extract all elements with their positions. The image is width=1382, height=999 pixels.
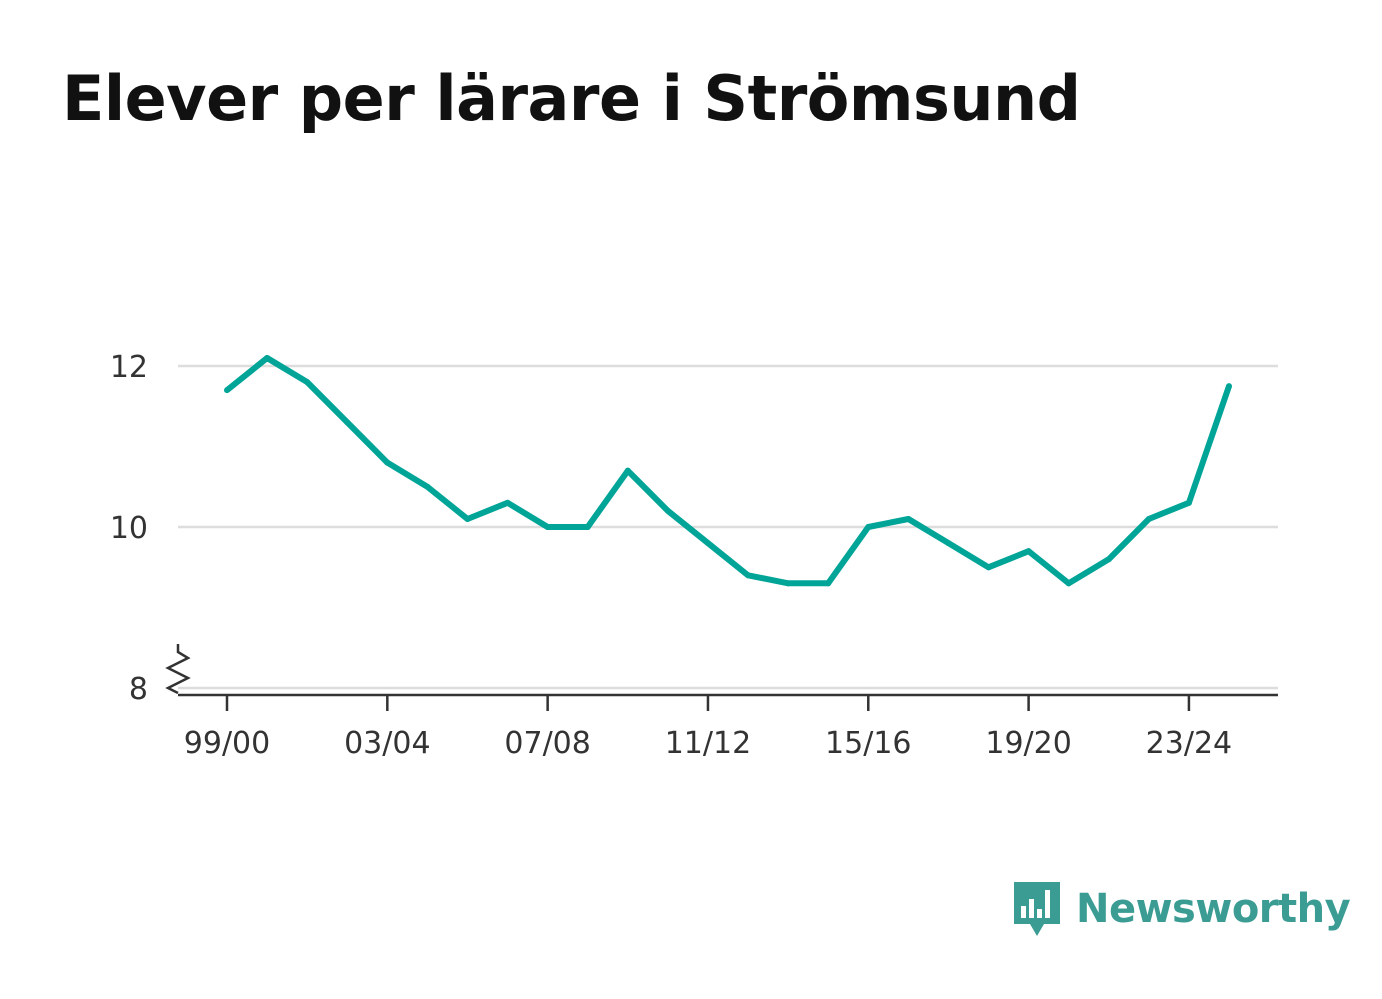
- data-point-13/14: [785, 580, 792, 587]
- data-point-02/03: [344, 419, 351, 426]
- data-point-14/15: [825, 580, 832, 587]
- data-point-12/13: [745, 572, 752, 579]
- x-tick-label: 15/16: [825, 726, 911, 761]
- y-axis-ticks: 8 10 12: [110, 350, 148, 707]
- data-point-08/09: [584, 524, 591, 530]
- data-point-03/04: [384, 459, 391, 466]
- x-axis-ticks: 99/00 03/04 07/08 11/12 15/16 19/20 23/24: [184, 695, 1232, 761]
- data-point-22/23: [1145, 515, 1152, 522]
- x-tick-label: 19/20: [985, 726, 1071, 761]
- data-point-06/07: [504, 499, 511, 506]
- data-point-10/11: [664, 507, 671, 514]
- x-tick-label: 23/24: [1146, 726, 1232, 761]
- data-point-09/10: [624, 467, 631, 474]
- data-point-04/05: [424, 483, 431, 490]
- data-point-01/02: [304, 379, 311, 386]
- y-tick-label: 10: [110, 511, 148, 546]
- y-tick-label: 8: [129, 672, 148, 707]
- data-point-21/22: [1105, 556, 1112, 563]
- data-point-05/06: [464, 515, 471, 522]
- data-point-16/17: [905, 515, 912, 522]
- data-point-99/00: [224, 387, 230, 394]
- x-tick-label: 07/08: [504, 726, 590, 761]
- brand-name: Newsworthy: [1076, 886, 1351, 932]
- x-tick-label: 11/12: [665, 726, 751, 761]
- chart-title: Elever per lärare i Strömsund: [62, 62, 1081, 135]
- data-point-19/20: [1025, 548, 1032, 555]
- data-point-07/08: [544, 524, 551, 530]
- newsworthy-logo: Newsworthy: [1012, 880, 1351, 938]
- data-point-11/12: [704, 540, 711, 547]
- data-point-00/01: [264, 354, 271, 361]
- data-point-17/18: [945, 540, 952, 547]
- series-line-0: [225, 355, 1232, 587]
- y-tick-label: 12: [110, 350, 148, 385]
- data-point-20/21: [1065, 580, 1072, 587]
- data-point-23/24: [1185, 499, 1192, 506]
- bar-chart-speech-bubble-icon: [1014, 882, 1060, 936]
- gridlines: [178, 364, 1278, 690]
- series-group: [224, 354, 1232, 587]
- data-point-24/25: [1226, 383, 1232, 390]
- data-point-18/19: [985, 564, 992, 571]
- data-point-15/16: [865, 524, 872, 530]
- x-tick-label: 03/04: [344, 726, 430, 761]
- x-tick-label: 99/00: [184, 726, 270, 761]
- y-axis-break-icon: [165, 644, 191, 695]
